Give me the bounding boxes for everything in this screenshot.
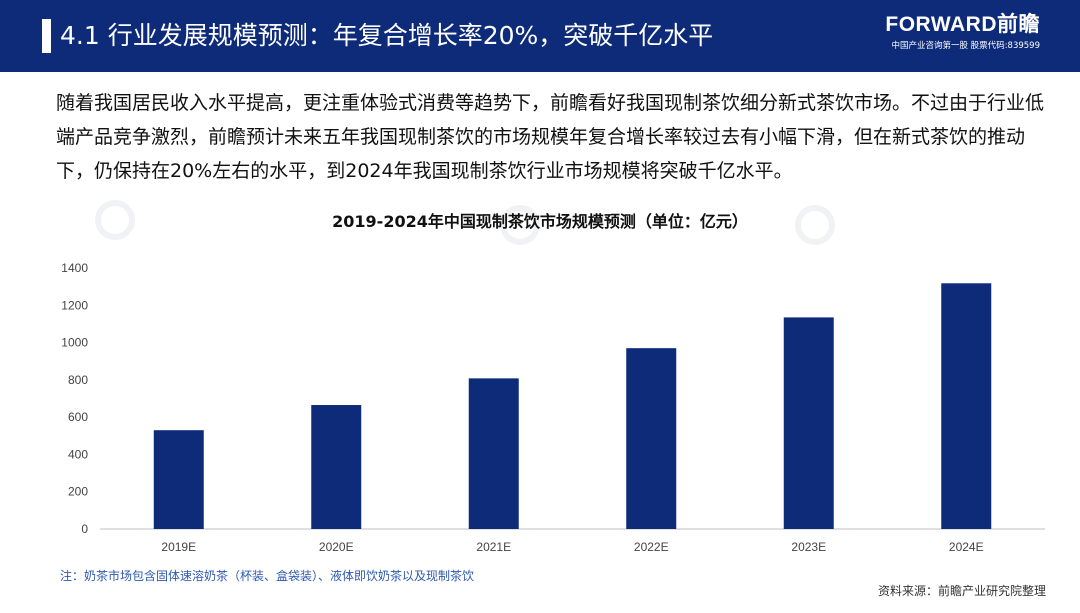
x-tick-label: 2024E: [949, 540, 984, 554]
brand-name: FORWARD前瞻: [885, 13, 1040, 36]
watermark-icon: [795, 205, 835, 245]
bar-2021E: [468, 378, 519, 529]
intro-paragraph: 随着我国居民收入水平提高，更注重体验式消费等趋势下，前瞻看好我国现制茶饮细分新式…: [56, 92, 1045, 182]
x-tick-label: 2021E: [476, 540, 511, 554]
header-bar: 4.1 行业发展规模预测：年复合增长率20%，突破千亿水平 FORWARD前瞻 …: [0, 0, 1080, 72]
header-marker: [42, 19, 51, 53]
page-title: 4.1 行业发展规模预测：年复合增长率20%，突破千亿水平: [60, 21, 714, 50]
x-tick-label: 2019E: [161, 540, 196, 554]
bar-2022E: [626, 348, 677, 529]
x-tick-label: 2020E: [319, 540, 354, 554]
bar-2020E: [311, 405, 362, 529]
x-tick-label: 2022E: [634, 540, 669, 554]
footnote: 注：奶茶市场包含固体速溶奶茶（杯装、盒袋装）、液体即饮奶茶以及现制茶饮: [60, 569, 475, 583]
watermark-icon: [95, 200, 135, 240]
y-tick-label: 1200: [61, 298, 88, 312]
y-tick-label: 1000: [61, 336, 88, 350]
bar-2024E: [941, 283, 992, 529]
brand-tagline: 中国产业咨询第一股 股票代码:839599: [891, 41, 1040, 51]
brand-logo: FORWARD前瞻 中国产业咨询第一股 股票代码:839599: [860, 12, 1040, 52]
bar-2019E: [153, 430, 204, 529]
bar-2023E: [783, 317, 834, 529]
chart-title: 2019-2024年中国现制茶饮市场规模预测（单位：亿元）: [332, 212, 748, 231]
x-tick-label: 2023E: [791, 540, 826, 554]
y-tick-label: 400: [68, 447, 88, 461]
y-tick-label: 600: [68, 410, 88, 424]
y-tick-label: 800: [68, 373, 88, 387]
y-tick-label: 200: [68, 485, 88, 499]
y-tick-label: 1400: [61, 261, 88, 275]
bar-chart: 0 200 400 600 800 1000 1200 1400 2019E 2020E 2021E…: [61, 261, 1045, 554]
source-note: 资料来源：前瞻产业研究院整理: [877, 584, 1046, 598]
watermark-icon: [500, 205, 540, 245]
y-tick-label: 0: [81, 522, 88, 536]
